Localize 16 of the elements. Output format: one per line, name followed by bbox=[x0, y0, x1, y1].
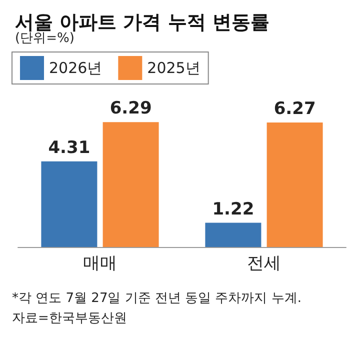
text: *각 연도 7월 27일 기준 전년 동일 주차까지 누계. bbox=[12, 291, 302, 306]
chart-subtitle: (단위=%) bbox=[15, 31, 74, 46]
x-tick-label: 전세 bbox=[247, 254, 281, 274]
legend-label: 2025년 bbox=[147, 59, 200, 77]
bar bbox=[266, 122, 323, 247]
bar bbox=[205, 222, 262, 247]
data-label: 1.22 bbox=[212, 199, 254, 220]
legend-label: 2026년 bbox=[49, 59, 102, 77]
data-label: 6.27 bbox=[274, 98, 316, 119]
x-tick-label: 매매 bbox=[83, 254, 117, 274]
chart-title: 서울 아파트 가격 누적 변동률 bbox=[15, 12, 270, 34]
data-label: 6.29 bbox=[110, 98, 152, 119]
bar bbox=[102, 122, 159, 247]
bar bbox=[41, 161, 98, 247]
text: 자료=한국부동산원 bbox=[12, 311, 127, 326]
data-label: 4.31 bbox=[48, 138, 90, 158]
